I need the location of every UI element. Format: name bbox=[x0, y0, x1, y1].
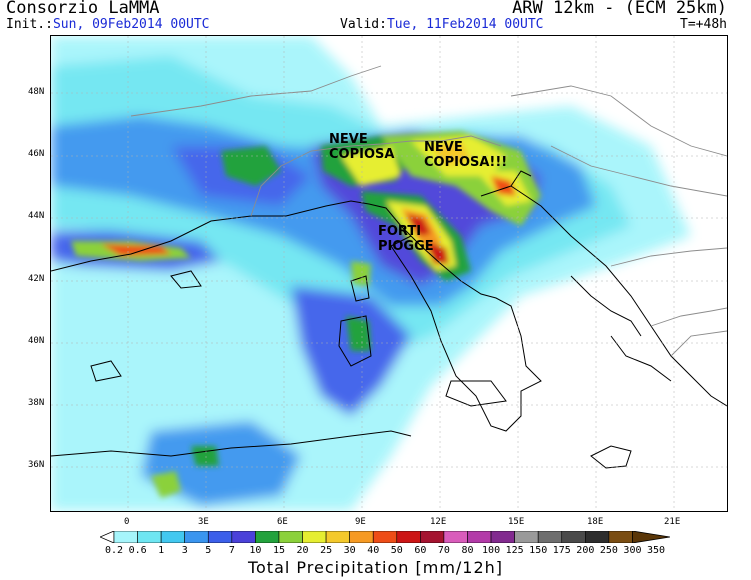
colorbar-swatch bbox=[113, 531, 138, 543]
annotation-neve-copiosa-west: NEVE COPIOSA bbox=[329, 132, 394, 162]
annotation-line: NEVE bbox=[329, 132, 368, 147]
colorbar-swatch bbox=[372, 531, 398, 543]
lat-label: 38N bbox=[28, 398, 45, 408]
colorbar-swatch bbox=[514, 531, 539, 543]
colorbar-tick-label: 200 bbox=[576, 545, 595, 556]
colorbar-tick-label: 7 bbox=[228, 545, 235, 556]
lat-label: 36N bbox=[28, 460, 45, 470]
lon-label: 15E bbox=[508, 517, 525, 527]
colorbar-tick-label: 3 bbox=[181, 545, 188, 556]
colorbar-swatch bbox=[585, 531, 610, 543]
annotation-line: FORTI bbox=[378, 224, 422, 239]
colorbar-swatch bbox=[302, 531, 327, 543]
colorbar-arrow-right bbox=[632, 531, 670, 543]
lon-label: 12E bbox=[430, 517, 447, 527]
colorbar-swatch bbox=[278, 531, 303, 543]
national-borders bbox=[130, 65, 727, 357]
lat-label: 40N bbox=[28, 336, 45, 346]
annotation-line: NEVE bbox=[424, 140, 463, 155]
model-title: ARW 12km - (ECM 25km) bbox=[512, 0, 727, 18]
colorbar-swatch bbox=[608, 531, 633, 543]
colorbar-swatch bbox=[325, 531, 350, 543]
colorbar-tick-label: 20 bbox=[296, 545, 309, 556]
graticule bbox=[51, 36, 727, 511]
lead-time: T=+48h bbox=[680, 17, 727, 32]
precipitation-map: NEVE COPIOSA NEVE COPIOSA!!! FORTI PIOGG… bbox=[50, 35, 728, 512]
lon-label: 6E bbox=[277, 517, 288, 527]
colorbar-tick-label: 175 bbox=[552, 545, 571, 556]
colorbar-tick-label: 5 bbox=[205, 545, 212, 556]
colorbar-swatch bbox=[443, 531, 468, 543]
lon-label: 18E bbox=[587, 517, 604, 527]
colorbar-swatch bbox=[207, 531, 233, 543]
colorbar-tick-label: 60 bbox=[414, 545, 427, 556]
colorbar-tick-label: 25 bbox=[320, 545, 333, 556]
lon-label: 0 bbox=[124, 517, 130, 527]
colorbar-swatch bbox=[467, 531, 492, 543]
colorbar-tick-label: 1 bbox=[158, 545, 165, 556]
annotation-line: PIOGGE bbox=[378, 239, 434, 254]
colorbar-tick-label: 70 bbox=[437, 545, 450, 556]
colorbar-tick-label: 40 bbox=[367, 545, 380, 556]
lon-label: 3E bbox=[198, 517, 209, 527]
colorbar-swatch bbox=[231, 531, 256, 543]
lon-label: 9E bbox=[355, 517, 366, 527]
colorbar-swatch bbox=[490, 531, 515, 543]
lat-label: 48N bbox=[28, 87, 45, 97]
init-time: Init.:Sun, 09Feb2014 00UTC bbox=[6, 17, 210, 32]
colorbar-tick-label: 250 bbox=[599, 545, 618, 556]
valid-time: Valid:Tue, 11Feb2014 00UTC bbox=[340, 17, 544, 32]
init-label: Init.: bbox=[6, 17, 53, 32]
colorbar-swatch bbox=[420, 531, 445, 543]
colorbar-swatch bbox=[184, 531, 209, 543]
colorbar bbox=[100, 531, 670, 543]
annotation-forti-piogge: FORTI PIOGGE bbox=[378, 224, 434, 254]
colorbar-tick-label: 100 bbox=[482, 545, 501, 556]
colorbar-swatch bbox=[561, 531, 586, 543]
colorbar-tick-label: 125 bbox=[505, 545, 524, 556]
colorbar-tick-label: 350 bbox=[647, 545, 666, 556]
colorbar-tick-label: 30 bbox=[343, 545, 356, 556]
colorbar-tick-label: 150 bbox=[529, 545, 548, 556]
lat-label: 44N bbox=[28, 211, 45, 221]
valid-value: Tue, 11Feb2014 00UTC bbox=[386, 17, 544, 32]
colorbar-swatch bbox=[537, 531, 563, 543]
annotation-neve-copiosa-east: NEVE COPIOSA!!! bbox=[424, 140, 507, 170]
lat-label: 46N bbox=[28, 149, 45, 159]
colorbar-arrow-left bbox=[100, 531, 115, 543]
colorbar-swatch bbox=[137, 531, 162, 543]
org-title: Consorzio LaMMA bbox=[6, 0, 160, 18]
lat-label: 42N bbox=[28, 274, 45, 284]
colorbar-tick-label: 50 bbox=[390, 545, 403, 556]
colorbar-swatch bbox=[255, 531, 280, 543]
colorbar-tick-label: 0.2 bbox=[105, 545, 124, 556]
colorbar-tick-label: 300 bbox=[623, 545, 642, 556]
annotation-line: COPIOSA!!! bbox=[424, 155, 508, 170]
colorbar-tick-label: 80 bbox=[461, 545, 474, 556]
init-value: Sun, 09Feb2014 00UTC bbox=[52, 17, 210, 32]
lon-label: 21E bbox=[664, 517, 681, 527]
annotation-line: COPIOSA bbox=[329, 147, 395, 162]
colorbar-tick-label: 10 bbox=[249, 545, 262, 556]
map-canvas bbox=[51, 36, 727, 511]
colorbar-title: Total Precipitation [mm/12h] bbox=[247, 558, 504, 577]
precip-field bbox=[51, 36, 691, 511]
valid-label: Valid: bbox=[340, 17, 387, 32]
colorbar-swatch bbox=[160, 531, 185, 543]
colorbar-swatch bbox=[349, 531, 374, 543]
colorbar-swatch bbox=[396, 531, 421, 543]
colorbar-tick-label: 15 bbox=[272, 545, 285, 556]
colorbar-tick-label: 0.6 bbox=[128, 545, 147, 556]
coastlines bbox=[51, 170, 727, 469]
